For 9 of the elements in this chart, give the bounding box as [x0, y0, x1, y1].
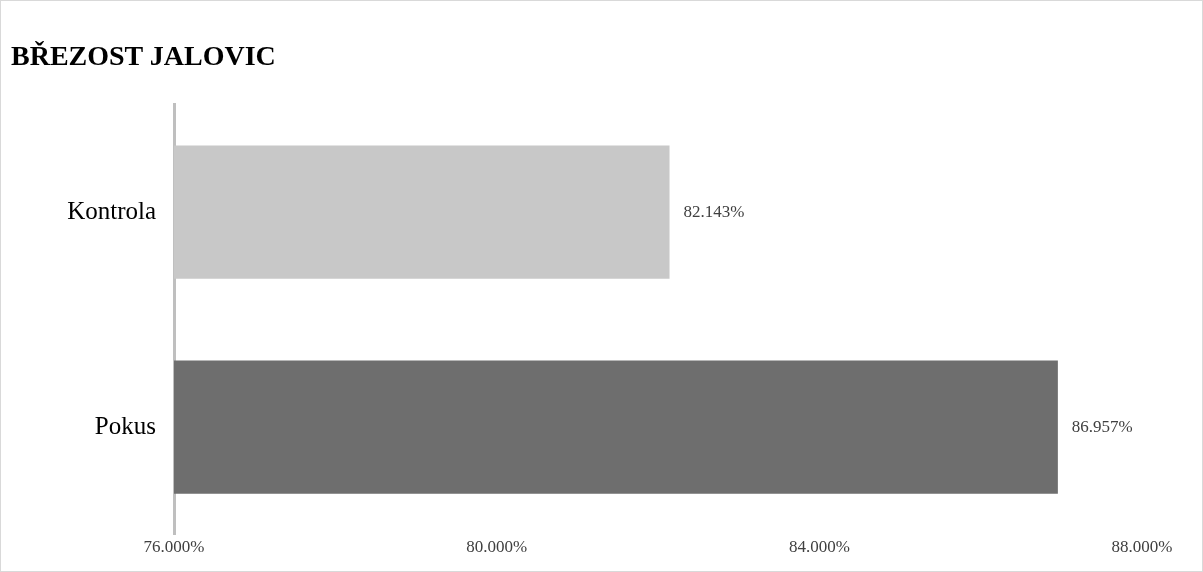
y-tick-label: Kontrola [67, 196, 156, 224]
data-label: 86.957% [1071, 416, 1133, 436]
y-tick-label: Pokus [94, 411, 156, 439]
data-label: 82.143% [683, 201, 745, 221]
x-tick-label: 80.000% [466, 537, 528, 557]
x-tick-label: 88.000% [1111, 537, 1173, 557]
x-tick-label: 84.000% [788, 537, 850, 557]
x-tick-label: 76.000% [143, 537, 205, 557]
chart-title: BŘEZOST JALOVIC [11, 40, 276, 72]
